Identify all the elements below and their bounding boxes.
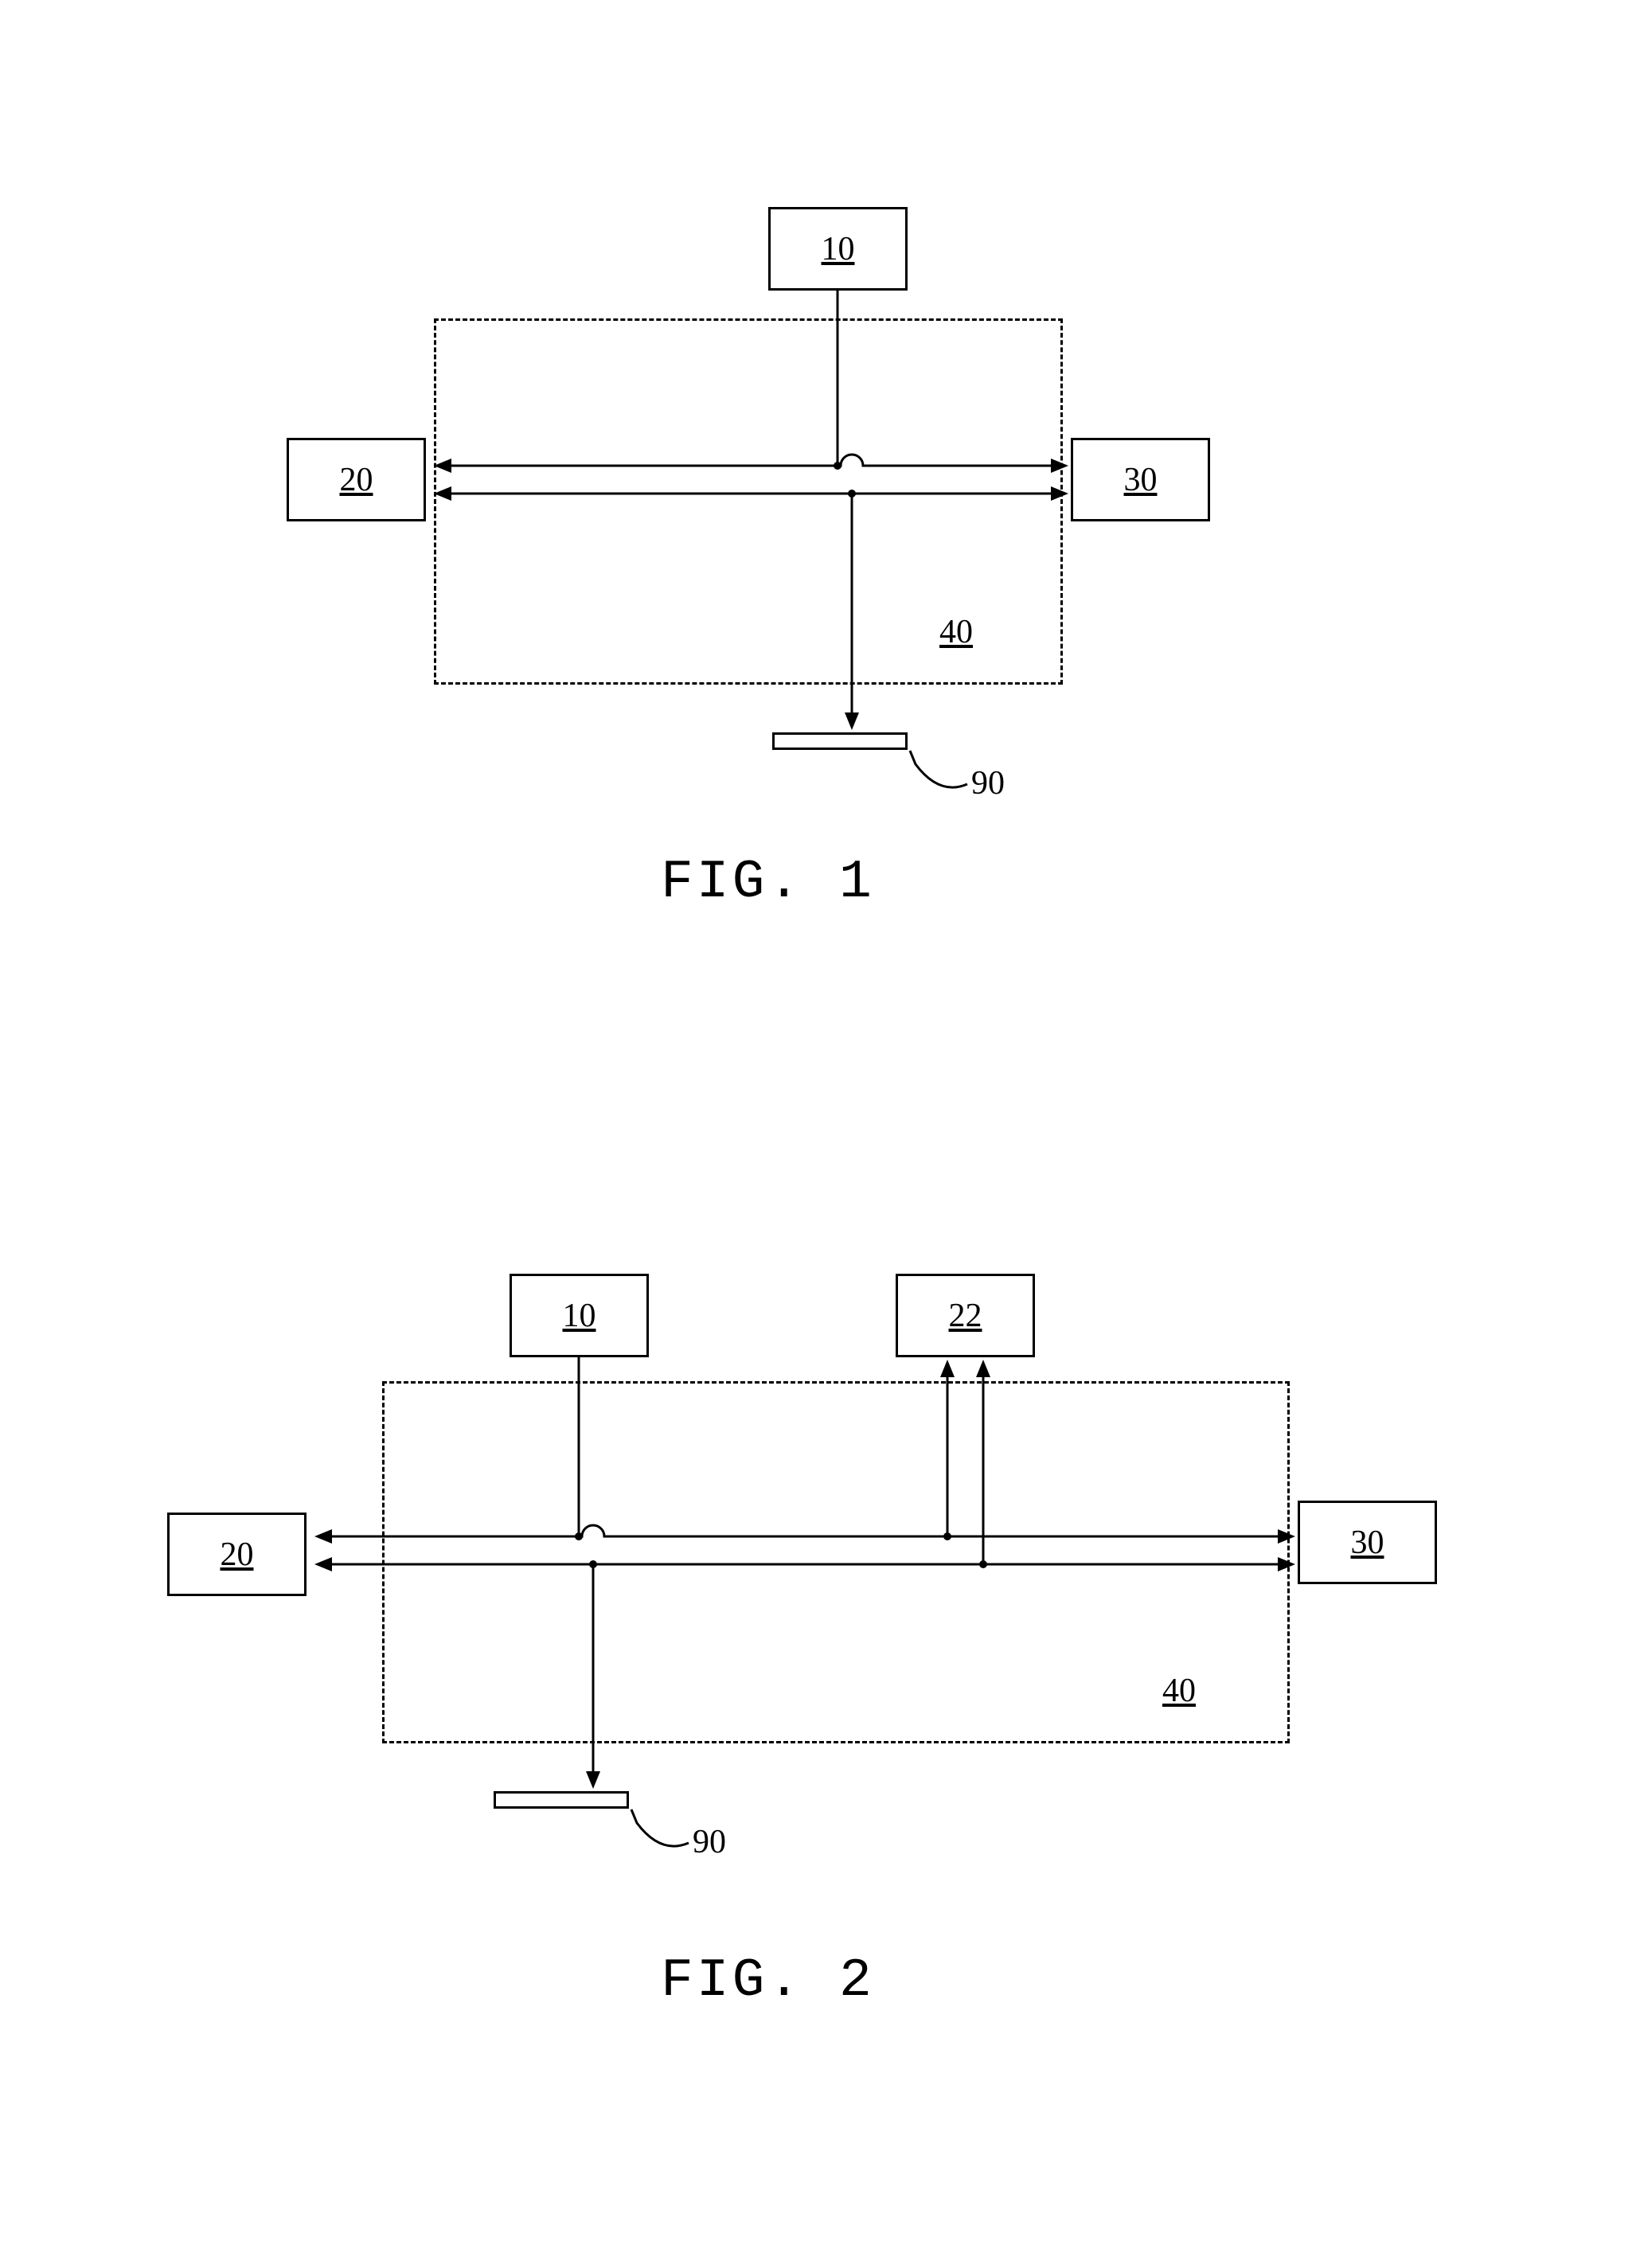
fig1-leader-label: 90 bbox=[971, 764, 1005, 802]
fig2-box-20-label: 20 bbox=[221, 1536, 254, 1574]
figure-1: 40 10 20 30 90 FIG. 1 bbox=[0, 103, 1640, 900]
fig1-flat-box bbox=[772, 732, 908, 750]
fig2-leader-label: 90 bbox=[693, 1823, 726, 1861]
fig1-box-30: 30 bbox=[1071, 438, 1210, 521]
fig2-box-10-label: 10 bbox=[563, 1297, 596, 1335]
fig1-box-20: 20 bbox=[287, 438, 426, 521]
fig2-box-10: 10 bbox=[510, 1274, 649, 1357]
fig2-caption: FIG. 2 bbox=[661, 1950, 875, 2012]
fig2-box-20: 20 bbox=[167, 1513, 307, 1596]
fig2-box-22: 22 bbox=[896, 1274, 1035, 1357]
fig2-box-22-label: 22 bbox=[949, 1297, 982, 1335]
fig1-box-10: 10 bbox=[768, 207, 908, 291]
fig2-box-30-label: 30 bbox=[1351, 1524, 1384, 1562]
fig1-caption: FIG. 1 bbox=[661, 852, 875, 913]
fig1-box-30-label: 30 bbox=[1124, 461, 1158, 499]
fig1-box-10-label: 10 bbox=[822, 230, 855, 268]
fig1-dashed-label: 40 bbox=[939, 613, 973, 651]
figure-2: 40 10 22 20 30 90 FIG. 2 bbox=[0, 1170, 1640, 2046]
fig2-flat-box bbox=[494, 1791, 629, 1809]
fig2-box-30: 30 bbox=[1298, 1501, 1437, 1584]
fig1-box-20-label: 20 bbox=[340, 461, 373, 499]
fig2-dashed-label: 40 bbox=[1162, 1672, 1196, 1710]
fig2-dashed-container bbox=[382, 1381, 1290, 1743]
